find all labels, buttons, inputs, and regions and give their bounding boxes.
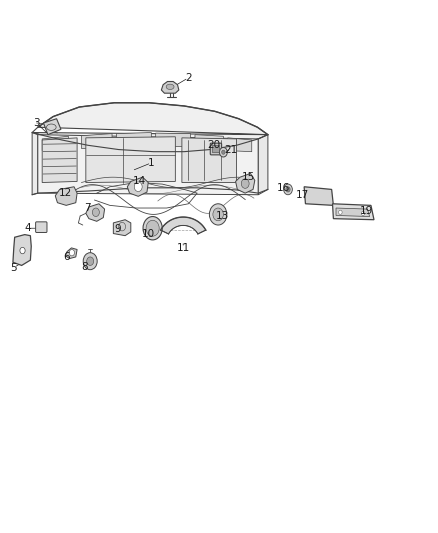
Polygon shape xyxy=(81,134,112,149)
Circle shape xyxy=(20,247,25,254)
Polygon shape xyxy=(161,217,206,234)
Text: 11: 11 xyxy=(177,243,190,253)
Circle shape xyxy=(286,187,290,192)
Text: 13: 13 xyxy=(216,211,229,221)
Text: 17: 17 xyxy=(295,190,309,200)
Polygon shape xyxy=(65,248,77,259)
Text: 9: 9 xyxy=(114,224,121,235)
Text: 8: 8 xyxy=(81,262,88,271)
Polygon shape xyxy=(155,133,191,147)
Polygon shape xyxy=(113,220,131,236)
Text: 14: 14 xyxy=(133,176,146,187)
Polygon shape xyxy=(42,136,68,151)
Polygon shape xyxy=(117,133,151,148)
Polygon shape xyxy=(43,119,61,135)
Circle shape xyxy=(92,208,99,216)
Circle shape xyxy=(222,150,225,155)
Circle shape xyxy=(134,182,142,191)
Polygon shape xyxy=(55,187,77,205)
Text: 1: 1 xyxy=(148,158,155,168)
Text: 10: 10 xyxy=(142,229,155,239)
Circle shape xyxy=(361,211,365,215)
Polygon shape xyxy=(86,204,105,221)
Circle shape xyxy=(209,204,227,225)
Polygon shape xyxy=(336,208,370,216)
Polygon shape xyxy=(127,177,148,196)
Circle shape xyxy=(87,257,94,265)
Text: 3: 3 xyxy=(33,118,40,128)
Polygon shape xyxy=(236,173,255,193)
Polygon shape xyxy=(182,138,237,182)
Circle shape xyxy=(241,179,249,188)
Text: 20: 20 xyxy=(207,140,220,150)
Circle shape xyxy=(143,216,162,240)
FancyBboxPatch shape xyxy=(35,222,47,232)
Polygon shape xyxy=(258,135,268,195)
Circle shape xyxy=(83,253,97,270)
Text: 12: 12 xyxy=(59,188,72,198)
Polygon shape xyxy=(332,204,374,220)
Text: 5: 5 xyxy=(11,263,17,272)
Polygon shape xyxy=(13,235,31,265)
Polygon shape xyxy=(228,138,252,152)
Polygon shape xyxy=(161,82,179,93)
Circle shape xyxy=(69,249,74,256)
Polygon shape xyxy=(304,187,333,205)
Text: 4: 4 xyxy=(25,223,31,233)
Text: 6: 6 xyxy=(64,252,71,262)
Polygon shape xyxy=(38,135,258,195)
Text: 16: 16 xyxy=(277,183,290,193)
Circle shape xyxy=(339,210,342,214)
FancyBboxPatch shape xyxy=(212,146,219,153)
FancyBboxPatch shape xyxy=(210,143,222,155)
Polygon shape xyxy=(32,103,268,152)
Circle shape xyxy=(284,184,292,195)
Text: 2: 2 xyxy=(185,73,192,83)
Polygon shape xyxy=(195,135,223,149)
Circle shape xyxy=(213,208,223,221)
Text: 15: 15 xyxy=(242,172,255,182)
Text: 21: 21 xyxy=(225,144,238,155)
Polygon shape xyxy=(32,133,38,195)
Ellipse shape xyxy=(166,84,174,90)
Polygon shape xyxy=(42,138,77,182)
Text: 19: 19 xyxy=(360,206,373,216)
Text: 7: 7 xyxy=(84,203,91,213)
Circle shape xyxy=(219,148,227,157)
Polygon shape xyxy=(86,137,175,182)
Circle shape xyxy=(146,220,159,236)
